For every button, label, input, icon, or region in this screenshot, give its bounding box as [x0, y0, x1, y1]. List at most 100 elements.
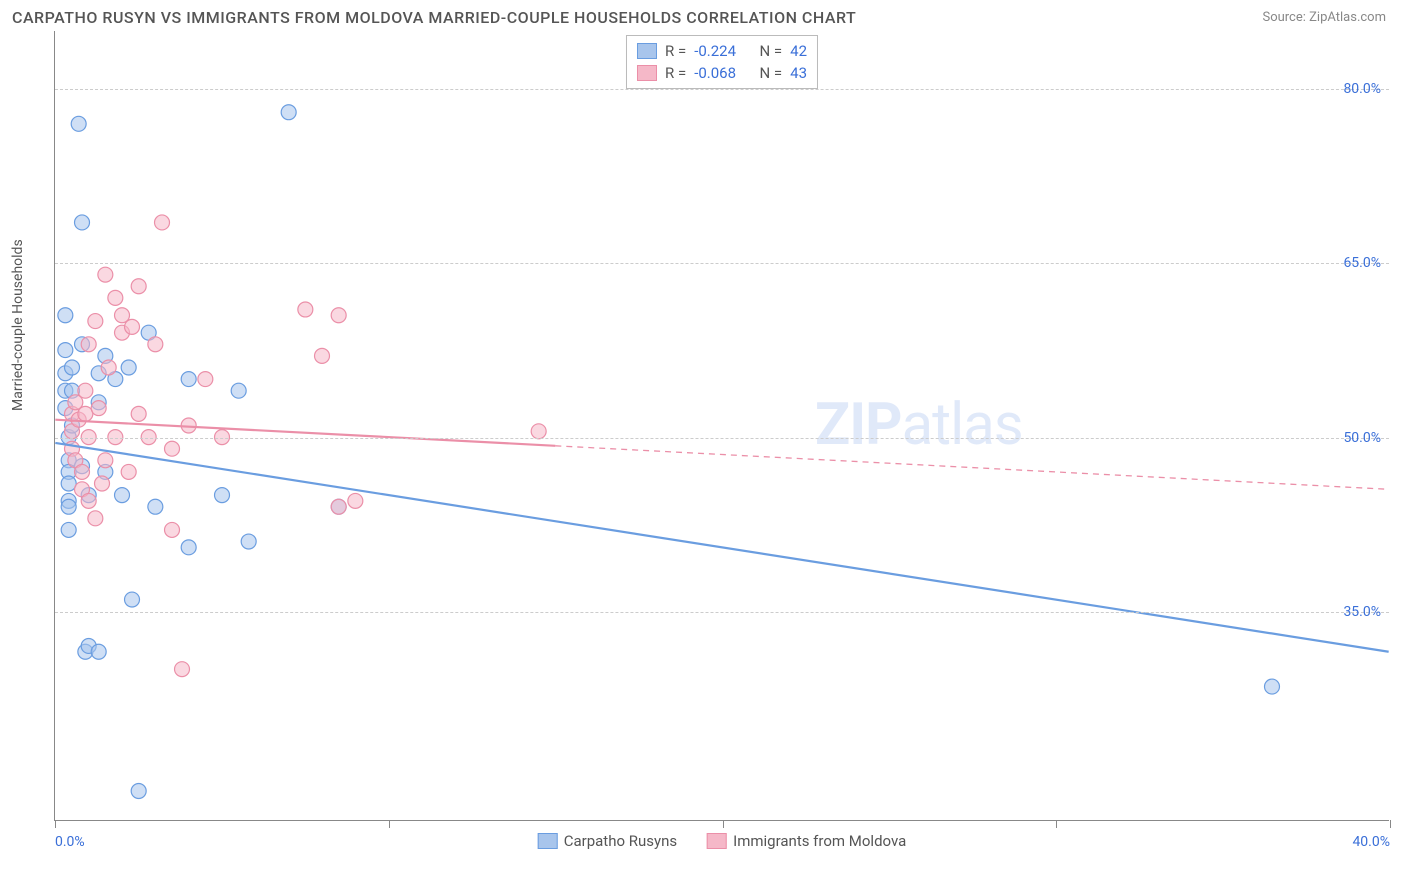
n-label: N =: [759, 64, 782, 82]
scatter-point: [155, 215, 170, 230]
scatter-point: [131, 784, 146, 799]
x-tick: [1390, 820, 1391, 828]
scatter-point: [81, 493, 96, 508]
chart-svg: [55, 31, 1389, 820]
scatter-point: [61, 453, 76, 468]
scatter-point: [65, 360, 80, 375]
scatter-point: [68, 453, 83, 468]
scatter-point: [298, 302, 313, 317]
stats-row: R = -0.224 N = 42: [637, 40, 807, 62]
n-value: 43: [790, 64, 807, 82]
x-tick: [389, 820, 390, 828]
scatter-point: [108, 372, 123, 387]
x-tick: [1056, 820, 1057, 828]
legend-label: Carpatho Rusyns: [564, 832, 677, 850]
trend-line: [55, 420, 555, 446]
legend-item: Immigrants from Moldova: [707, 832, 906, 850]
plot-area: ZIPatlas R =-0.224 N =42R =-0.068 N =43 …: [54, 31, 1389, 821]
x-tick: [723, 820, 724, 828]
stats-legend-box: R = -0.224 N = 42R = -0.068 N = 43: [626, 35, 818, 89]
scatter-point: [65, 424, 80, 439]
scatter-point: [121, 464, 136, 479]
scatter-point: [131, 406, 146, 421]
trend-line-extrapolated: [555, 446, 1388, 490]
scatter-point: [68, 395, 83, 410]
scatter-point: [98, 453, 113, 468]
x-tick-label: 40.0%: [1352, 834, 1390, 850]
source-label: Source: ZipAtlas.com: [1262, 10, 1386, 25]
gridline: [55, 612, 1389, 613]
scatter-point: [331, 499, 346, 514]
scatter-point: [175, 662, 190, 677]
legend-swatch: [637, 43, 657, 59]
y-tick-label: 65.0%: [1343, 255, 1381, 271]
chart-header: CARPATHO RUSYN VS IMMIGRANTS FROM MOLDOV…: [0, 0, 1406, 31]
scatter-point: [75, 464, 90, 479]
scatter-point: [95, 476, 110, 491]
scatter-point: [231, 383, 246, 398]
stats-row: R =-0.068 N =43: [637, 62, 807, 84]
scatter-point: [61, 522, 76, 537]
y-axis-label: Married-couple Households: [10, 239, 26, 411]
legend-item: Carpatho Rusyns: [538, 832, 677, 850]
n-value: 42: [790, 42, 807, 60]
scatter-point: [121, 360, 136, 375]
scatter-point: [75, 459, 90, 474]
scatter-point: [98, 348, 113, 363]
scatter-point: [131, 279, 146, 294]
scatter-point: [331, 499, 346, 514]
scatter-point: [58, 401, 73, 416]
r-value: -0.068: [694, 64, 736, 82]
scatter-point: [148, 337, 163, 352]
scatter-point: [71, 116, 86, 131]
scatter-point: [91, 401, 106, 416]
scatter-point: [98, 464, 113, 479]
legend-swatch: [707, 833, 727, 849]
scatter-point: [181, 372, 196, 387]
scatter-point: [148, 499, 163, 514]
scatter-point: [91, 644, 106, 659]
scatter-point: [65, 418, 80, 433]
scatter-point: [125, 592, 140, 607]
scatter-point: [58, 383, 73, 398]
scatter-point: [215, 488, 230, 503]
scatter-point: [65, 406, 80, 421]
gridline: [55, 263, 1389, 264]
r-label: R =: [665, 42, 686, 60]
scatter-point: [281, 105, 296, 120]
scatter-point: [65, 383, 80, 398]
scatter-point: [58, 343, 73, 358]
r-value: -0.224: [694, 42, 736, 60]
scatter-point: [115, 325, 130, 340]
watermark: ZIPatlas: [815, 391, 1023, 459]
scatter-point: [75, 215, 90, 230]
scatter-point: [81, 488, 96, 503]
scatter-point: [198, 372, 213, 387]
scatter-point: [115, 488, 130, 503]
scatter-point: [58, 366, 73, 381]
scatter-point: [101, 360, 116, 375]
scatter-point: [88, 511, 103, 526]
scatter-point: [61, 476, 76, 491]
scatter-point: [125, 319, 140, 334]
scatter-point: [58, 308, 73, 323]
scatter-point: [181, 540, 196, 555]
scatter-point: [98, 267, 113, 282]
scatter-point: [1264, 679, 1279, 694]
legend-swatch: [637, 65, 657, 81]
scatter-point: [91, 395, 106, 410]
scatter-point: [91, 366, 106, 381]
n-label: N =: [759, 42, 782, 60]
scatter-point: [81, 337, 96, 352]
scatter-point: [78, 406, 93, 421]
bottom-legend: Carpatho Rusyns Immigrants from Moldova: [538, 832, 907, 850]
scatter-point: [141, 325, 156, 340]
scatter-point: [61, 493, 76, 508]
x-tick: [55, 820, 56, 828]
chart-title: CARPATHO RUSYN VS IMMIGRANTS FROM MOLDOV…: [12, 8, 856, 27]
trend-line: [55, 443, 1388, 652]
scatter-point: [348, 493, 363, 508]
x-tick-label: 0.0%: [55, 834, 85, 850]
gridline: [55, 438, 1389, 439]
scatter-point: [181, 418, 196, 433]
